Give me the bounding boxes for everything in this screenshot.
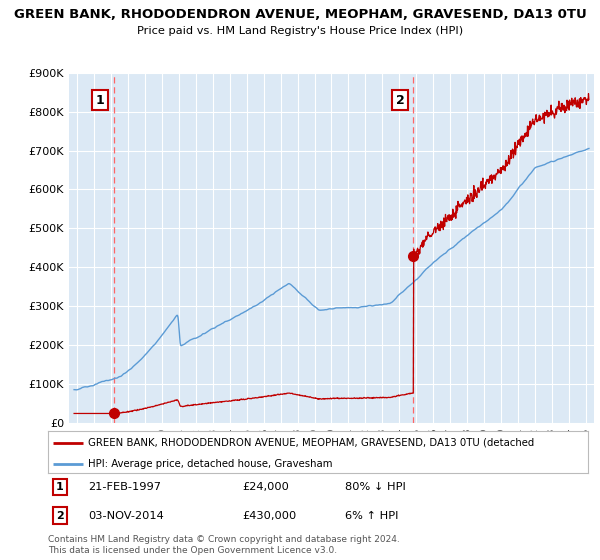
Text: Price paid vs. HM Land Registry's House Price Index (HPI): Price paid vs. HM Land Registry's House …	[137, 26, 463, 36]
Text: 1: 1	[56, 482, 64, 492]
Text: GREEN BANK, RHODODENDRON AVENUE, MEOPHAM, GRAVESEND, DA13 0TU (detached: GREEN BANK, RHODODENDRON AVENUE, MEOPHAM…	[89, 437, 535, 447]
Text: £24,000: £24,000	[242, 482, 289, 492]
Text: Contains HM Land Registry data © Crown copyright and database right 2024.
This d: Contains HM Land Registry data © Crown c…	[48, 535, 400, 555]
Text: HPI: Average price, detached house, Gravesham: HPI: Average price, detached house, Grav…	[89, 459, 333, 469]
Text: GREEN BANK, RHODODENDRON AVENUE, MEOPHAM, GRAVESEND, DA13 0TU: GREEN BANK, RHODODENDRON AVENUE, MEOPHAM…	[14, 8, 586, 21]
Text: 03-NOV-2014: 03-NOV-2014	[89, 511, 164, 520]
Text: 21-FEB-1997: 21-FEB-1997	[89, 482, 161, 492]
Text: 6% ↑ HPI: 6% ↑ HPI	[345, 511, 398, 520]
Text: 2: 2	[56, 511, 64, 520]
Text: £430,000: £430,000	[242, 511, 296, 520]
Text: 80% ↓ HPI: 80% ↓ HPI	[345, 482, 406, 492]
Text: 1: 1	[95, 94, 104, 106]
Text: 2: 2	[395, 94, 404, 106]
